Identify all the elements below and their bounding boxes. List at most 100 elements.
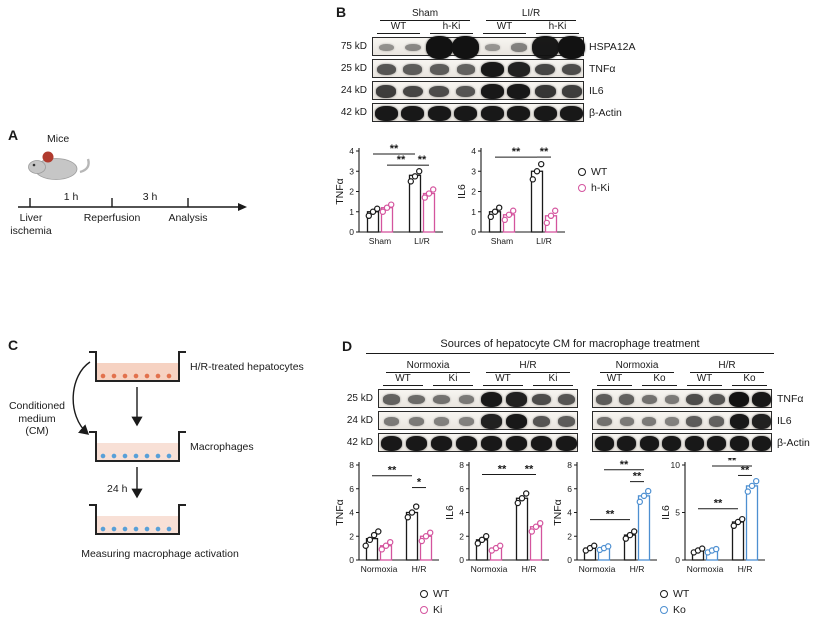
blot-band bbox=[619, 394, 635, 405]
blot-band bbox=[382, 394, 401, 405]
blot-band bbox=[480, 436, 503, 451]
blot-band bbox=[484, 43, 500, 52]
blot-band bbox=[427, 106, 451, 121]
blot-lane-header: WT bbox=[377, 21, 420, 34]
blot-lane-header: h-Ki bbox=[536, 21, 579, 34]
blot-group-header: Normoxia bbox=[600, 360, 674, 373]
legend-label: WT bbox=[433, 588, 450, 600]
blot-band bbox=[507, 62, 530, 77]
blot-band bbox=[380, 436, 403, 451]
panel-c-label: C bbox=[8, 337, 19, 353]
legend-marker-icon bbox=[578, 168, 586, 176]
legend-label: h-Ki bbox=[591, 182, 610, 194]
blot-lane-strip bbox=[372, 81, 584, 100]
blot-lane-strip bbox=[372, 36, 586, 59]
blot-band bbox=[480, 392, 503, 407]
blot-band bbox=[532, 416, 551, 427]
tnfa-bar-chart-d-ko: 0 2 4 6 8 TNFα Normoxia H/R ** ** ** bbox=[552, 458, 660, 581]
svg-text:0: 0 bbox=[567, 555, 572, 565]
svg-text:3: 3 bbox=[471, 166, 476, 176]
svg-text:4: 4 bbox=[459, 508, 464, 518]
legend-item: WT bbox=[420, 588, 449, 600]
blot-band bbox=[557, 394, 576, 405]
blot-band bbox=[561, 63, 582, 76]
svg-text:**: ** bbox=[525, 464, 534, 476]
dish-macrophages bbox=[89, 431, 186, 462]
blot-band bbox=[480, 414, 503, 429]
blot-row: 24 kD bbox=[336, 411, 578, 430]
blot-band bbox=[662, 436, 682, 451]
svg-text:10: 10 bbox=[671, 460, 681, 470]
blot-band bbox=[555, 436, 578, 451]
legend-label: WT bbox=[591, 166, 608, 178]
blot-lane-header: WT bbox=[687, 373, 722, 386]
blot-band bbox=[401, 106, 425, 121]
chart-svg: 0 2 4 6 8 TNFα Normoxia H/R ** ** ** bbox=[552, 459, 657, 574]
hepatocyte-cells bbox=[98, 373, 177, 379]
blot-lane-header: WT bbox=[483, 21, 526, 34]
blot-lane-strip bbox=[378, 433, 578, 452]
blot-group-header: H/R bbox=[486, 360, 570, 373]
blot-lane-strip bbox=[378, 389, 578, 408]
blot-band bbox=[533, 106, 557, 121]
svg-text:LI/R: LI/R bbox=[536, 236, 552, 246]
blot-band bbox=[405, 436, 428, 451]
protein-label: β-Actin bbox=[589, 106, 622, 119]
tnfa-bar-chart-b: 0 1 2 3 4 TNFα Sham LI/R ** ** ** bbox=[334, 143, 446, 253]
svg-text:3: 3 bbox=[349, 166, 354, 176]
timeline-arrow bbox=[18, 198, 247, 211]
dish-hepatocytes bbox=[89, 351, 186, 382]
blot-band bbox=[458, 417, 475, 426]
western-blot-d-ki: Normoxia H/R WT Ki WT Ki 25 kD 24 kD 42 kD bbox=[336, 360, 578, 452]
blot-group-header: Normoxia bbox=[386, 360, 470, 373]
svg-text:LI/R: LI/R bbox=[414, 236, 430, 246]
svg-text:4: 4 bbox=[567, 508, 572, 518]
macrophage-cells bbox=[98, 453, 177, 459]
blot-band bbox=[684, 436, 704, 451]
blot-band bbox=[429, 64, 449, 75]
blot-lane-header: WT bbox=[483, 373, 523, 386]
svg-text:0: 0 bbox=[349, 555, 354, 565]
svg-text:4: 4 bbox=[349, 508, 354, 518]
blot-band bbox=[729, 414, 749, 429]
blot-band bbox=[433, 417, 450, 426]
blot-band bbox=[708, 394, 725, 405]
svg-text:**: ** bbox=[512, 146, 521, 158]
blot-row: 75 kD HSPA12A bbox=[330, 36, 650, 59]
molecular-weight-label: 75 kD bbox=[340, 41, 367, 52]
blot-band bbox=[639, 436, 659, 451]
svg-text:2: 2 bbox=[349, 531, 354, 541]
blot-band bbox=[458, 395, 475, 404]
blot-band bbox=[480, 84, 504, 99]
timeline-stop-analysis: Analysis bbox=[168, 212, 208, 224]
blot-lane-strip bbox=[372, 103, 584, 122]
blot-band bbox=[505, 436, 528, 451]
blot-lane-strip bbox=[592, 411, 772, 430]
blot-band bbox=[425, 36, 453, 59]
molecular-weight-label: 24 kD bbox=[346, 415, 373, 426]
svg-text:Normoxia: Normoxia bbox=[471, 564, 508, 574]
legend-marker-icon bbox=[420, 606, 428, 614]
blot-lane-strip bbox=[592, 433, 772, 452]
svg-text:IL6: IL6 bbox=[456, 184, 468, 199]
legend-marker-icon bbox=[660, 606, 668, 614]
dish-measurement bbox=[89, 504, 186, 535]
molecular-weight-label: 42 kD bbox=[340, 107, 367, 118]
blot-row: IL6 bbox=[592, 411, 822, 430]
blot-row: TNFα bbox=[592, 389, 822, 408]
blot-lane-header: WT bbox=[383, 373, 423, 386]
svg-text:IL6: IL6 bbox=[660, 505, 672, 520]
blot-band bbox=[456, 64, 475, 75]
legend-d-ki: WT Ki bbox=[420, 588, 449, 620]
blot-band bbox=[408, 417, 425, 426]
svg-text:6: 6 bbox=[349, 484, 354, 494]
protein-label: TNFα bbox=[777, 392, 804, 405]
svg-text:H/R: H/R bbox=[738, 564, 753, 574]
blot-band bbox=[664, 417, 679, 426]
svg-text:Normoxia: Normoxia bbox=[361, 564, 398, 574]
blot-lane-header: h-Ki bbox=[430, 21, 473, 34]
blot-band bbox=[619, 417, 634, 426]
blot-band bbox=[404, 43, 421, 52]
blot-band bbox=[596, 394, 613, 405]
